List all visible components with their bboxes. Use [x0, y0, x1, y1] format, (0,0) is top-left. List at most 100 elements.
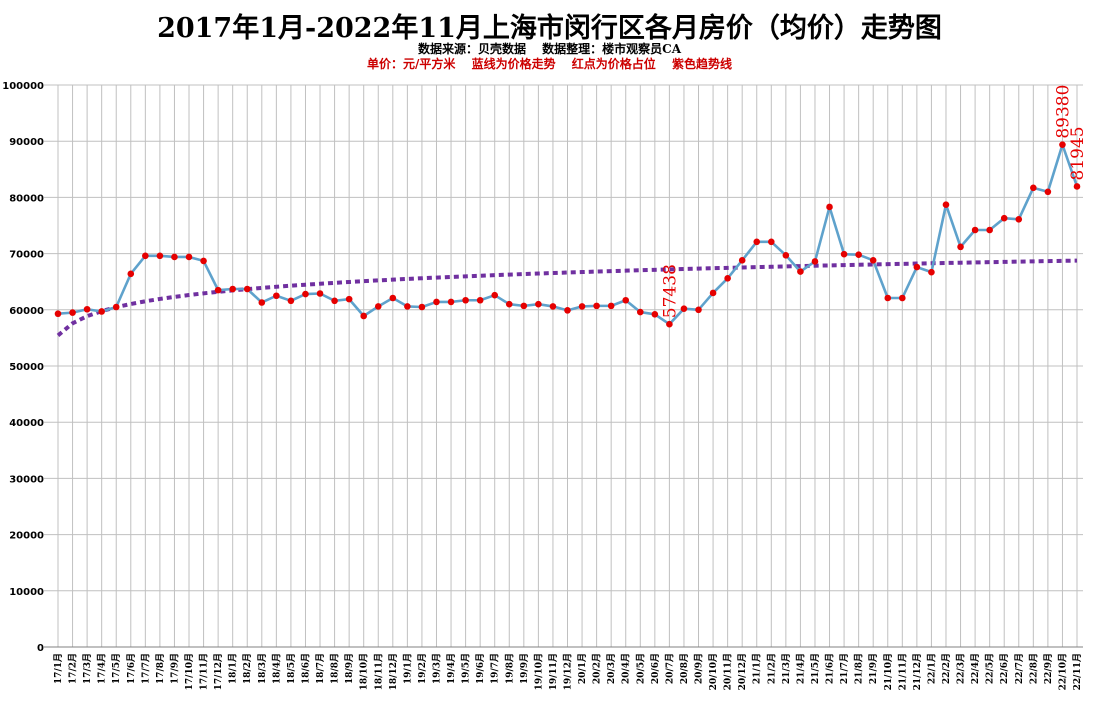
x-tick-label: 22/7月 — [1014, 653, 1025, 684]
data-point — [83, 305, 91, 313]
data-point — [913, 263, 921, 271]
data-point — [345, 295, 353, 303]
x-tick-label: 21/1月 — [752, 653, 763, 684]
data-label: 81945 — [1068, 126, 1088, 180]
x-tick-label: 19/4月 — [446, 653, 457, 684]
data-point — [200, 257, 207, 265]
x-tick-label: 20/7月 — [664, 653, 675, 684]
x-tick-label: 17/4月 — [97, 653, 108, 684]
x-tick-label: 22/4月 — [970, 653, 981, 684]
data-point — [869, 257, 877, 264]
x-tick-label: 17/2月 — [68, 653, 79, 684]
x-tick-label: 20/6月 — [650, 653, 661, 684]
x-tick-label: 17/6月 — [126, 653, 137, 684]
chart-title: 2017年1月-2022年11月上海市闵行区各月房价（均价）走势图 — [157, 13, 942, 44]
x-tick-label: 21/7月 — [839, 653, 850, 684]
data-point — [360, 312, 368, 320]
data-point — [258, 299, 266, 306]
legend-note: 单价：元/平方米 蓝线为价格走势 红点为价格占位 紫色趋势线 — [367, 57, 732, 71]
x-tick-label: 18/9月 — [344, 653, 355, 684]
x-tick-label: 17/1月 — [53, 653, 64, 684]
data-point — [724, 275, 731, 282]
data-point — [54, 310, 62, 318]
y-tick-label: 80000 — [9, 193, 44, 204]
x-tick-label: 21/4月 — [795, 653, 806, 684]
x-tick-label: 19/2月 — [417, 653, 428, 684]
series-group — [54, 141, 1081, 328]
x-tick-label: 19/1月 — [402, 653, 413, 684]
x-tick-label: 19/10月 — [533, 653, 544, 690]
data-point — [69, 309, 76, 316]
x-tick-label: 17/10月 — [184, 653, 195, 690]
data-point — [418, 303, 426, 311]
x-tick-label: 18/12月 — [388, 653, 399, 690]
data-point — [98, 308, 105, 315]
x-tick-label: 21/8月 — [854, 653, 865, 684]
data-point — [505, 300, 513, 308]
data-point — [680, 305, 688, 312]
y-tick-label: 100000 — [2, 81, 44, 92]
data-point — [782, 251, 790, 259]
x-tick-label: 20/1月 — [577, 653, 588, 684]
data-point — [768, 238, 775, 246]
data-point — [447, 298, 455, 306]
data-point — [229, 285, 236, 293]
x-tick-label: 20/11月 — [723, 653, 734, 690]
x-tick-label: 17/9月 — [169, 653, 180, 684]
data-point — [636, 308, 644, 316]
data-label: 89380 — [1053, 85, 1073, 139]
data-point — [374, 303, 382, 310]
x-tick-label: 22/5月 — [985, 653, 996, 684]
x-tick-label: 19/12月 — [563, 653, 574, 690]
data-point — [622, 296, 630, 304]
data-label: 57438 — [660, 264, 680, 318]
x-tick-label: 18/1月 — [228, 653, 239, 684]
x-tick-label: 17/11月 — [199, 653, 210, 690]
x-tick-label: 20/10月 — [708, 653, 719, 690]
x-tick-label: 21/10月 — [883, 653, 894, 690]
data-point — [957, 243, 964, 251]
x-tick-label: 19/7月 — [490, 653, 501, 684]
x-tick-label: 18/2月 — [242, 653, 253, 684]
x-tick-label: 22/10月 — [1057, 653, 1068, 690]
data-point — [1073, 183, 1081, 190]
data-point — [738, 257, 746, 264]
x-tick-label: 20/3月 — [606, 653, 617, 684]
data-point — [476, 296, 484, 304]
data-point — [433, 298, 440, 306]
x-tick-label: 20/12月 — [737, 653, 748, 690]
data-point — [112, 303, 120, 311]
data-point — [462, 296, 469, 304]
data-point — [316, 290, 324, 297]
data-point — [593, 302, 600, 310]
x-tick-label: 18/10月 — [359, 653, 370, 690]
data-point — [535, 300, 542, 308]
x-tick-label: 22/3月 — [956, 653, 967, 684]
x-tick-label: 18/5月 — [286, 653, 297, 684]
x-tick-label: 18/7月 — [315, 653, 326, 684]
x-tick-label: 19/3月 — [431, 653, 442, 684]
x-tick-label: 18/3月 — [257, 653, 268, 684]
x-tick-label: 20/5月 — [635, 653, 646, 684]
x-tick-label: 20/8月 — [679, 653, 690, 684]
x-tick-label: 22/8月 — [1028, 653, 1039, 684]
data-point — [156, 252, 164, 260]
x-tick-label: 21/2月 — [766, 653, 777, 684]
data-point — [273, 292, 280, 300]
x-tick-label: 19/6月 — [475, 653, 486, 684]
data-point — [855, 251, 862, 259]
data-point — [753, 238, 761, 246]
x-tick-label: 21/5月 — [810, 653, 821, 684]
trend-line — [56, 258, 1078, 337]
data-point — [928, 268, 935, 276]
data-point — [899, 294, 906, 302]
y-tick-label: 40000 — [9, 418, 44, 429]
x-tick-label: 20/9月 — [694, 653, 705, 684]
data-point — [491, 291, 499, 299]
x-tick-label: 20/2月 — [592, 653, 603, 684]
data-point — [1059, 141, 1066, 148]
data-point — [709, 289, 717, 297]
data-point — [695, 306, 702, 314]
x-tick-label: 19/8月 — [504, 653, 515, 684]
